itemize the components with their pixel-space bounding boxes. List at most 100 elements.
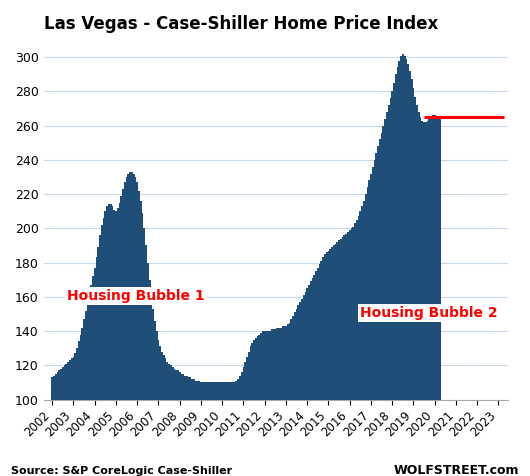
- Bar: [237, 379, 239, 476]
- Bar: [147, 263, 149, 476]
- Bar: [227, 382, 228, 476]
- Bar: [308, 285, 310, 476]
- Bar: [259, 335, 260, 476]
- Bar: [205, 382, 207, 476]
- Bar: [136, 182, 138, 476]
- Bar: [175, 370, 177, 476]
- Bar: [372, 167, 374, 476]
- Bar: [418, 112, 420, 476]
- Bar: [349, 230, 351, 476]
- Bar: [427, 120, 429, 476]
- Bar: [248, 352, 250, 476]
- Bar: [386, 112, 388, 476]
- Bar: [80, 335, 82, 476]
- Bar: [423, 122, 425, 476]
- Bar: [434, 115, 436, 476]
- Bar: [359, 211, 361, 476]
- Bar: [405, 59, 407, 476]
- Bar: [85, 310, 87, 476]
- Bar: [246, 357, 248, 476]
- Bar: [73, 357, 74, 476]
- Bar: [266, 331, 268, 476]
- Bar: [343, 235, 346, 476]
- Bar: [342, 237, 343, 476]
- Bar: [319, 264, 321, 476]
- Bar: [188, 377, 190, 476]
- Bar: [126, 177, 128, 476]
- Bar: [106, 206, 108, 476]
- Bar: [119, 203, 120, 476]
- Bar: [425, 122, 427, 476]
- Bar: [272, 329, 275, 476]
- Bar: [160, 347, 161, 476]
- Bar: [377, 146, 379, 476]
- Bar: [234, 382, 235, 476]
- Bar: [131, 172, 133, 476]
- Bar: [172, 367, 173, 476]
- Bar: [345, 234, 347, 476]
- Bar: [204, 382, 206, 476]
- Bar: [404, 56, 405, 476]
- Bar: [235, 381, 237, 476]
- Bar: [395, 74, 396, 476]
- Bar: [232, 382, 234, 476]
- Bar: [151, 295, 152, 476]
- Bar: [306, 288, 308, 476]
- Bar: [177, 370, 179, 476]
- Bar: [95, 258, 98, 476]
- Bar: [365, 194, 367, 476]
- Bar: [350, 228, 352, 476]
- Bar: [329, 249, 331, 476]
- Bar: [321, 261, 322, 476]
- Bar: [437, 117, 439, 476]
- Bar: [381, 132, 383, 476]
- Bar: [223, 382, 225, 476]
- Bar: [361, 206, 363, 476]
- Bar: [421, 120, 423, 476]
- Bar: [166, 362, 168, 476]
- Bar: [334, 244, 337, 476]
- Bar: [58, 370, 60, 476]
- Bar: [243, 367, 244, 476]
- Bar: [255, 338, 257, 476]
- Bar: [244, 362, 246, 476]
- Bar: [76, 348, 78, 476]
- Bar: [228, 382, 230, 476]
- Bar: [209, 382, 211, 476]
- Bar: [399, 60, 400, 476]
- Bar: [222, 382, 223, 476]
- Bar: [276, 327, 278, 476]
- Bar: [331, 247, 333, 476]
- Bar: [239, 376, 241, 476]
- Bar: [384, 119, 386, 476]
- Bar: [338, 240, 340, 476]
- Bar: [207, 382, 209, 476]
- Bar: [420, 117, 421, 476]
- Bar: [294, 312, 296, 476]
- Bar: [165, 358, 166, 476]
- Bar: [264, 331, 266, 476]
- Bar: [173, 369, 175, 476]
- Bar: [103, 218, 104, 476]
- Bar: [92, 276, 94, 476]
- Bar: [89, 293, 90, 476]
- Bar: [354, 223, 356, 476]
- Bar: [57, 372, 58, 476]
- Bar: [64, 365, 66, 476]
- Bar: [407, 64, 409, 476]
- Bar: [144, 228, 145, 476]
- Bar: [133, 174, 135, 476]
- Bar: [436, 117, 437, 476]
- Bar: [352, 227, 354, 476]
- Bar: [211, 382, 213, 476]
- Bar: [328, 251, 329, 476]
- Bar: [218, 382, 219, 476]
- Bar: [53, 376, 55, 476]
- Bar: [90, 285, 92, 476]
- Bar: [363, 201, 365, 476]
- Bar: [120, 196, 122, 476]
- Bar: [296, 309, 297, 476]
- Bar: [368, 180, 370, 476]
- Bar: [337, 242, 338, 476]
- Bar: [51, 377, 53, 476]
